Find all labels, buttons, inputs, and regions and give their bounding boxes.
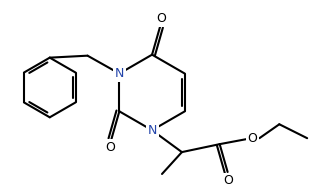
Text: O: O bbox=[156, 12, 166, 25]
Text: O: O bbox=[106, 141, 115, 154]
Text: O: O bbox=[247, 132, 258, 145]
Text: N: N bbox=[147, 124, 157, 137]
Text: N: N bbox=[115, 67, 124, 80]
Text: O: O bbox=[224, 174, 233, 187]
